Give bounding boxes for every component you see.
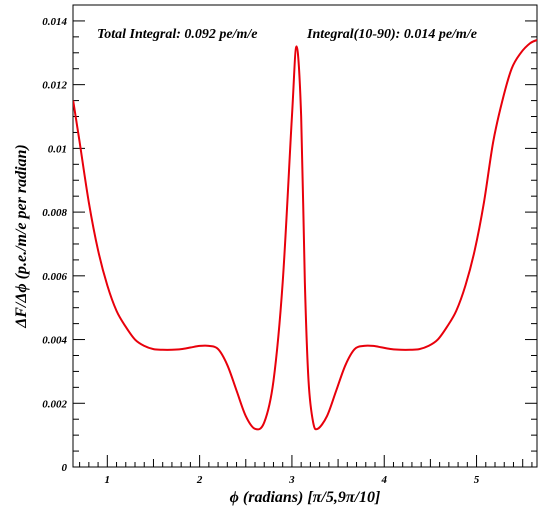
y-tick-label: 0.002 — [42, 398, 67, 410]
plot-frame — [72, 4, 538, 468]
y-axis-label: ΔF/Δϕ (p.e./m/e per radian) — [13, 144, 30, 329]
y-tick-label: 0.008 — [42, 207, 67, 219]
y-tick-label: 0.006 — [42, 271, 67, 283]
x-tick-label: 5 — [474, 474, 480, 486]
y-tick-label: 0.004 — [42, 335, 67, 347]
x-tick-label: 3 — [288, 474, 295, 486]
annotation-total-integral: Total Integral: 0.092 pe/m/e — [97, 27, 257, 42]
x-tick-label: 1 — [105, 474, 111, 486]
x-axis-ticks: 1 2 3 4 5 — [79, 455, 533, 486]
y-tick-label: 0 — [62, 462, 68, 474]
y-tick-label: 0.01 — [48, 143, 67, 155]
series-line — [73, 39, 537, 431]
y-tick-label: 0.012 — [42, 80, 67, 92]
annotation-integral-10-90: Integral(10-90): 0.014 pe/m/e — [306, 27, 477, 42]
y-axis-ticks: 0 0.002 0.004 0.006 0.008 0.01 0.012 0.014 — [42, 4, 537, 474]
x-axis-label: ϕ (radians) [π/5,9π/10] — [230, 489, 381, 506]
x-tick-label: 2 — [196, 474, 203, 486]
y-tick-label: 0.014 — [42, 16, 67, 28]
x-tick-label: 4 — [380, 474, 387, 486]
